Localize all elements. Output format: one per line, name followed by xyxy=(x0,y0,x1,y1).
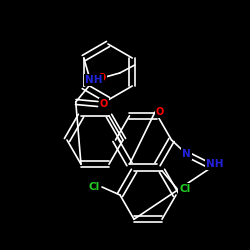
Text: NH: NH xyxy=(206,159,223,169)
Text: Cl: Cl xyxy=(88,182,100,192)
Text: NH: NH xyxy=(85,75,102,85)
Text: O: O xyxy=(100,99,108,109)
Text: N: N xyxy=(182,149,191,159)
Text: O: O xyxy=(98,73,106,83)
Text: Cl: Cl xyxy=(180,184,191,194)
Text: O: O xyxy=(156,107,164,117)
